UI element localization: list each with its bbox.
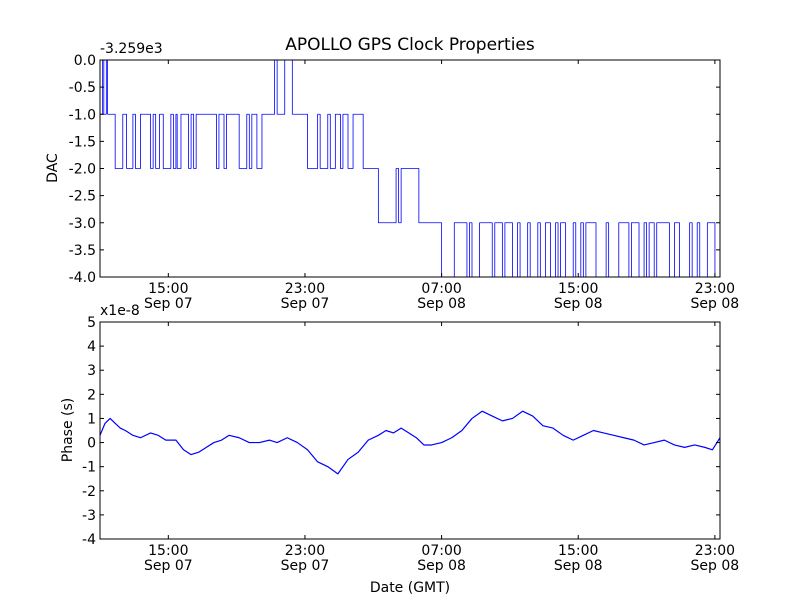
dac-x-tick-time: 15:00 <box>148 281 188 297</box>
dac-y-tick-label: -1.5 <box>69 134 96 150</box>
dac-y-tick-label: -2.0 <box>69 162 96 178</box>
phase-y-tick-label: 5 <box>87 315 96 331</box>
dac-x-tick-time: 23:00 <box>695 281 735 297</box>
phase-x-tick-date: Sep 08 <box>554 558 603 574</box>
dac-x-tick-date: Sep 07 <box>281 296 330 312</box>
phase-y-tick-label: 4 <box>87 339 96 355</box>
dac-y-tick-label: -0.5 <box>69 80 96 96</box>
dac-x-tick-date: Sep 07 <box>144 296 193 312</box>
dac-panel: 0.0 -0.5 -1.0 -1.5 -2.0 -2.5 -3.0 -3.5 -4.0 15:00… <box>45 35 739 312</box>
phase-y-tick-label: -1 <box>82 460 96 476</box>
phase-y-tick-label: 1 <box>87 411 96 427</box>
phase-y-tick-label: 3 <box>87 363 96 379</box>
dac-x-tick-date: Sep 08 <box>554 296 603 312</box>
phase-plot-frame <box>99 321 721 540</box>
phase-x-tick-time: 23:00 <box>285 543 325 559</box>
phase-x-tick-time: 15:00 <box>558 543 598 559</box>
phase-y-tick-label: 2 <box>87 387 96 403</box>
phase-x-tick-date: Sep 07 <box>281 558 330 574</box>
phase-series-group <box>99 410 721 475</box>
phase-y-axis-label: Phase (s) <box>60 398 76 462</box>
dac-y-tick-label: -1.0 <box>69 107 96 123</box>
phase-x-axis-label: Date (GMT) <box>370 580 450 596</box>
phase-series-line <box>99 410 721 475</box>
phase-offset-text: x1e-8 <box>100 303 140 319</box>
dac-offset-text: -3.259e3 <box>100 41 163 57</box>
dac-ticks: 0.0 -0.5 -1.0 -1.5 -2.0 -2.5 -3.0 -3.5 -4.0 15:00… <box>69 53 740 312</box>
dac-x-tick-time: 15:00 <box>558 281 598 297</box>
phase-x-tick-date: Sep 08 <box>691 558 740 574</box>
dac-x-tick-time: 23:00 <box>285 281 325 297</box>
phase-y-tick-label: 0 <box>87 436 96 452</box>
dac-y-axis-label: DAC <box>45 153 61 183</box>
dac-x-tick-time: 07:00 <box>421 281 461 297</box>
dac-y-tick-label: -3.0 <box>69 216 96 232</box>
phase-x-tick-time: 07:00 <box>421 543 461 559</box>
dac-y-tick-label: -4.0 <box>69 270 96 286</box>
phase-x-tick-date: Sep 08 <box>417 558 466 574</box>
phase-x-tick-time: 15:00 <box>148 543 188 559</box>
dac-y-tick-label: -3.5 <box>69 243 96 259</box>
phase-y-tick-label: -2 <box>82 484 96 500</box>
dac-y-tick-label: 0.0 <box>74 53 96 69</box>
dac-y-tick-label: -2.5 <box>69 189 96 205</box>
chart-title: APOLLO GPS Clock Properties <box>285 35 535 55</box>
phase-x-tick-time: 23:00 <box>695 543 735 559</box>
phase-x-tick-date: Sep 07 <box>144 558 193 574</box>
phase-y-tick-label: -4 <box>82 532 96 548</box>
dac-x-tick-date: Sep 08 <box>691 296 740 312</box>
phase-y-tick-label: -3 <box>82 508 96 524</box>
phase-plot-area <box>100 322 720 539</box>
dac-x-tick-date: Sep 08 <box>417 296 466 312</box>
